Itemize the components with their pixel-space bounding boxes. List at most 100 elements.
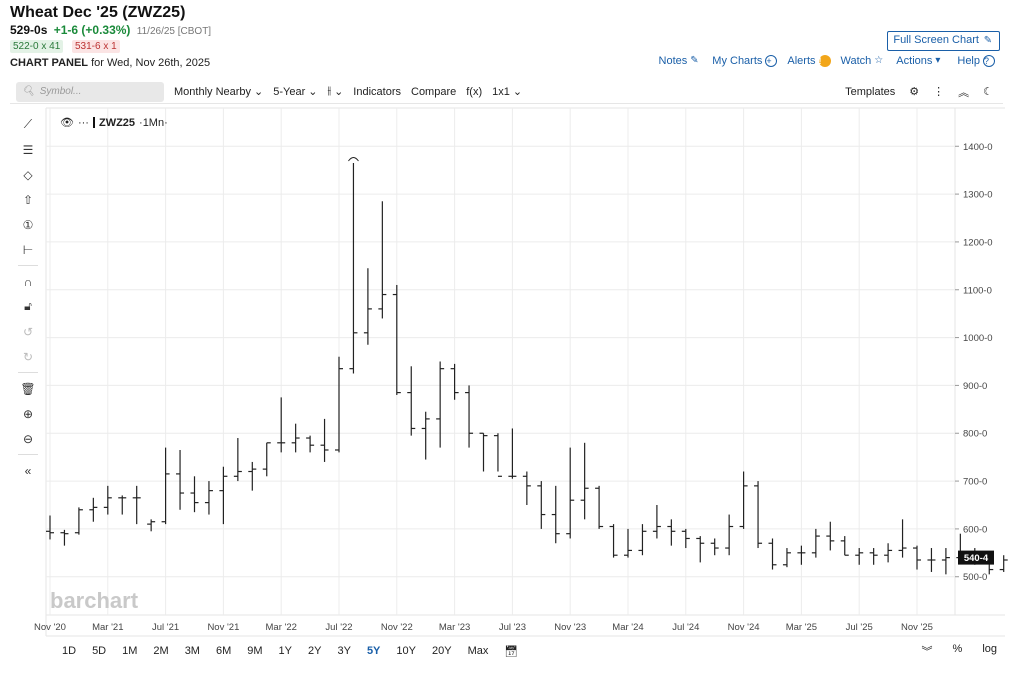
- edit-icon: ✎: [690, 55, 699, 66]
- expand-down-icon[interactable]: ︾: [921, 646, 933, 658]
- collapse-left-icon[interactable]: «: [24, 463, 32, 478]
- y-tick-label: 800-0: [963, 429, 987, 440]
- symbol-placeholder: Symbol...: [39, 86, 82, 97]
- search-icon: 🔍︎: [22, 86, 35, 97]
- chevron-down-icon: ⌄: [254, 86, 264, 98]
- collapse-up-icon[interactable]: ︽: [958, 86, 970, 99]
- my-charts-link[interactable]: My Charts +: [712, 55, 778, 67]
- ohlc-bars-icon: ⫲: [327, 85, 332, 97]
- chart-type-dropdown[interactable]: ⫲ ⌄: [328, 85, 344, 98]
- indicators-button[interactable]: Indicators: [353, 85, 401, 98]
- log-toggle[interactable]: log: [982, 643, 997, 655]
- measure-tool-icon[interactable]: ⊢: [22, 242, 34, 257]
- caret-down-icon: ▾: [935, 55, 941, 66]
- actions-label: Actions: [896, 55, 933, 67]
- range-label: 5-Year: [273, 85, 306, 98]
- range-9m-button[interactable]: 9M: [247, 645, 263, 657]
- alert-icon: !: [818, 55, 831, 67]
- trash-icon[interactable]: 🗑︎: [20, 381, 36, 396]
- zoom-out-icon[interactable]: ⊖: [22, 431, 34, 446]
- symbol-search-input[interactable]: 🔍︎ Symbol...: [16, 81, 164, 102]
- x-tick-label: Nov '22: [381, 622, 413, 633]
- unlock-icon[interactable]: 🔓︎: [24, 299, 32, 313]
- notes-link[interactable]: Notes ✎: [659, 55, 703, 67]
- range-selector: 1D 5D 1M 2M 3M 6M 9M 1Y 2Y 3Y 5Y 10Y 20Y Max 📅︎ ︾ % lo…: [46, 640, 1003, 662]
- alerts-link[interactable]: Alerts!: [787, 55, 831, 67]
- range-2y-button[interactable]: 2Y: [308, 645, 322, 657]
- settings-gear-icon[interactable]: ⚙: [909, 86, 920, 98]
- y-tick-label: 1000-0: [963, 333, 993, 344]
- y-tick-label: 1400-0: [963, 142, 993, 153]
- y-tick-label: 1100-0: [963, 285, 992, 296]
- range-5y-button[interactable]: 5Y: [366, 645, 381, 657]
- layout-dropdown[interactable]: 1x1 ⌄: [492, 85, 523, 99]
- range-2m-button[interactable]: 2M: [153, 645, 169, 657]
- range-6m-button[interactable]: 6M: [215, 645, 232, 657]
- calendar-icon[interactable]: 📅︎: [504, 645, 519, 658]
- high-marker: [348, 157, 359, 162]
- percent-toggle[interactable]: %: [952, 643, 963, 655]
- magnet-icon[interactable]: ∩: [23, 274, 33, 289]
- last-price: 529-0s: [10, 23, 48, 37]
- drawing-tools-sidebar: ⟋ ☰ ◇ ⇧ ① ⊢ ∩ 🔓︎ ↺ ↻ 🗑︎ ⊕ ⊖ «: [14, 112, 42, 483]
- range-dropdown[interactable]: 5-Year ⌄: [273, 85, 317, 99]
- theme-moon-icon[interactable]: ☾: [983, 86, 993, 98]
- y-tick-label: 1300-0: [963, 190, 993, 201]
- x-tick-label: Jul '23: [499, 622, 526, 633]
- full-screen-chart-button[interactable]: Full Screen Chart ✎: [887, 31, 1000, 51]
- range-3m-button[interactable]: 3M: [184, 645, 200, 657]
- range-3y-button[interactable]: 3Y: [337, 645, 351, 657]
- chevron-down-icon: ⌄: [512, 86, 523, 98]
- chevron-down-icon: ⌄: [334, 86, 344, 98]
- shape-tool-icon[interactable]: ◇: [23, 167, 33, 182]
- x-tick-label: Mar '21: [92, 622, 123, 633]
- range-10y-button[interactable]: 10Y: [396, 645, 416, 657]
- help-link[interactable]: Help?: [957, 55, 995, 67]
- bid-badge: 522-0 x 41: [10, 40, 64, 53]
- range-20y-button[interactable]: 20Y: [431, 645, 452, 657]
- legend-interval: ·1Mn·: [139, 116, 168, 129]
- zoom-in-icon[interactable]: ⊕: [22, 406, 34, 421]
- x-tick-label: Mar '25: [786, 622, 817, 633]
- range-1d-button[interactable]: 1D: [62, 645, 77, 657]
- chart-panel-date: for Wed, Nov 26th, 2025: [91, 57, 211, 69]
- y-tick-label: 1200-0: [963, 237, 993, 248]
- plus-circle-icon: +: [765, 55, 778, 67]
- range-5d-button[interactable]: 5D: [92, 645, 107, 657]
- x-tick-label: Nov '20: [34, 622, 66, 633]
- watch-link[interactable]: Watch ☆: [841, 55, 887, 67]
- trendline-tool-icon[interactable]: ⟋: [23, 117, 33, 131]
- annotation-tool-icon[interactable]: ①: [22, 217, 34, 232]
- redo-icon[interactable]: ↻: [22, 349, 34, 364]
- actions-menu[interactable]: Actions ▾: [896, 55, 947, 67]
- range-1m-button[interactable]: 1M: [122, 645, 138, 657]
- notes-label: Notes: [658, 55, 688, 67]
- range-1y-button[interactable]: 1Y: [278, 645, 292, 657]
- more-vertical-icon[interactable]: ⋮: [933, 86, 945, 98]
- fx-button[interactable]: f(x): [466, 85, 483, 98]
- period-dropdown[interactable]: Monthly Nearby ⌄: [174, 85, 264, 99]
- pencil-icon: ✎: [983, 35, 993, 46]
- arrow-tool-icon[interactable]: ⇧: [22, 192, 34, 207]
- layout-label: 1x1: [492, 85, 510, 98]
- tool-divider: [18, 372, 38, 373]
- x-tick-label: Mar '22: [266, 622, 297, 633]
- more-dots-icon[interactable]: ···: [77, 116, 89, 129]
- range-max-button[interactable]: Max: [467, 645, 489, 657]
- undo-icon[interactable]: ↺: [22, 324, 34, 339]
- tool-divider: [18, 265, 38, 266]
- series-color-swatch: [92, 117, 95, 128]
- fib-tool-icon[interactable]: ☰: [22, 142, 34, 157]
- x-tick-label: Jul '24: [672, 622, 699, 633]
- chart-toolbar: 🔍︎ Symbol... Monthly Nearby ⌄ 5-Year ⌄ ⫲ ⌄ …: [10, 80, 1003, 104]
- quote-date: 11/26/25 [CBOT]: [136, 26, 212, 37]
- eye-icon[interactable]: 👁︎: [60, 117, 74, 129]
- compare-button[interactable]: Compare: [411, 85, 457, 98]
- barchart-watermark: barchart: [50, 588, 139, 613]
- x-tick-label: Mar '24: [612, 622, 643, 633]
- x-tick-label: Mar '23: [439, 622, 470, 633]
- instrument-title: Wheat Dec '25 (ZWZ25): [10, 4, 186, 21]
- templates-button[interactable]: Templates: [845, 85, 896, 98]
- alerts-label: Alerts: [787, 55, 816, 67]
